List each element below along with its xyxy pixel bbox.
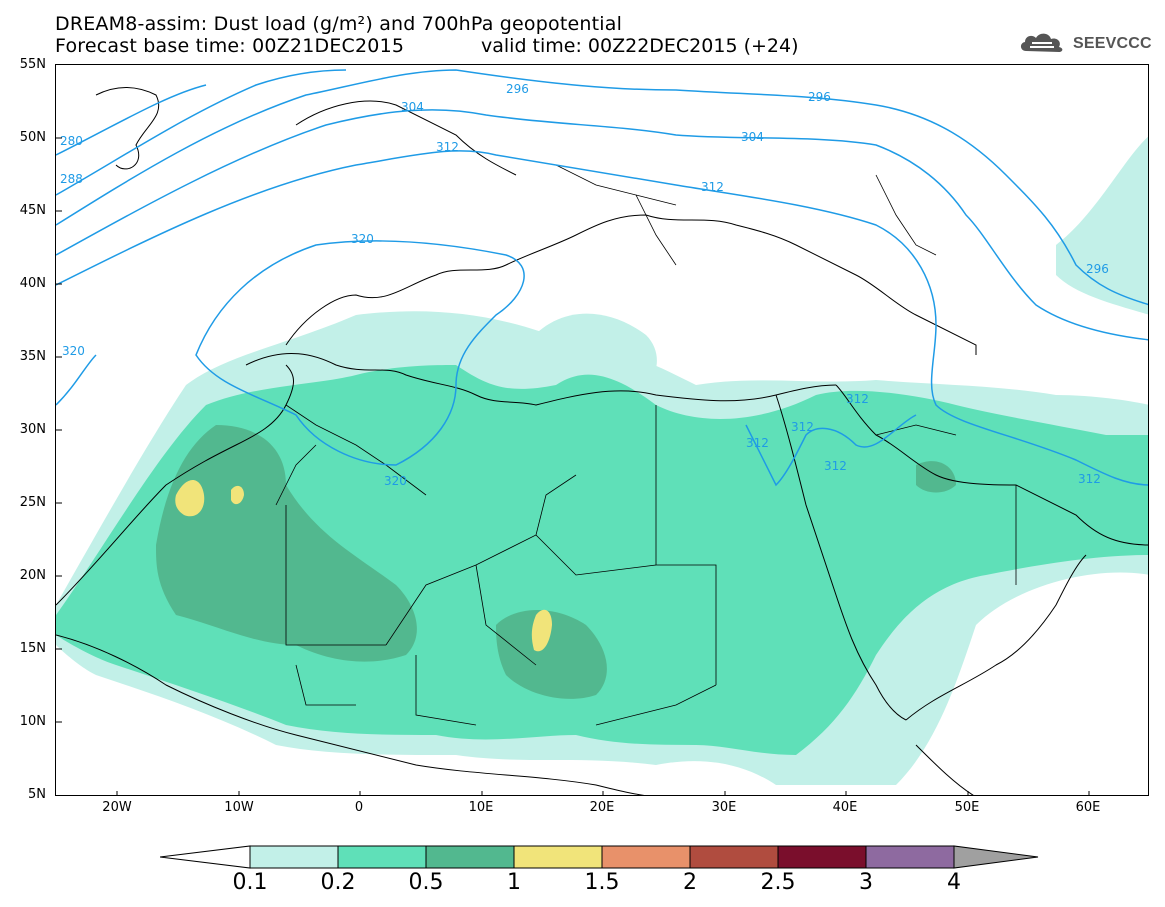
contour-label: 296 bbox=[1086, 262, 1109, 276]
colorbar bbox=[160, 845, 1039, 869]
lon-label: 20W bbox=[102, 800, 132, 815]
lat-label: 25N bbox=[19, 495, 46, 510]
colorbar-label: 4 bbox=[947, 870, 961, 895]
contour-label: 288 bbox=[60, 172, 83, 186]
colorbar-label: 2.5 bbox=[760, 870, 796, 895]
contour-label: 312 bbox=[846, 392, 869, 406]
lat-label: 35N bbox=[19, 349, 46, 364]
lon-label: 20E bbox=[589, 800, 615, 815]
map-canvas: 280 288 296 296 296 304 304 312 312 312 … bbox=[56, 69, 1148, 795]
map-title: DREAM8-assim: Dust load (g/m²) and 700hP… bbox=[55, 13, 623, 35]
dust-band-mid bbox=[56, 365, 1148, 755]
dust-band-light-north bbox=[526, 313, 657, 395]
colorbar-swatch-1.5-2 bbox=[601, 845, 691, 869]
lat-label: 55N bbox=[19, 57, 46, 72]
country-borders bbox=[275, 164, 1017, 726]
lon-label: 10W bbox=[224, 800, 254, 815]
dust-band-yellow-3 bbox=[531, 609, 552, 652]
dust-map[interactable]: 280 288 296 296 296 304 304 312 312 312 … bbox=[55, 64, 1149, 796]
lon-label: 60E bbox=[1075, 800, 1101, 815]
lon-label: 0 bbox=[354, 800, 364, 815]
contour-label: 280 bbox=[60, 134, 83, 148]
contour-label: 320 bbox=[384, 474, 407, 488]
colorbar-swatch-2.5-3 bbox=[777, 845, 867, 869]
colorbar-label: 1.5 bbox=[584, 870, 620, 895]
dust-band-light-caspian bbox=[1056, 136, 1148, 315]
contour-label: 296 bbox=[506, 82, 529, 96]
dust-band-yellow-2 bbox=[231, 485, 244, 505]
seevccc-logo: SEEVCCC bbox=[1018, 29, 1153, 59]
lat-label: 30N bbox=[19, 422, 46, 437]
valid-time: valid time: 00Z22DEC2015 (+24) bbox=[481, 35, 799, 57]
contour-label: 312 bbox=[791, 420, 814, 434]
lon-label: 30E bbox=[711, 800, 737, 815]
colorbar-label: 2 bbox=[683, 870, 697, 895]
contour-label: 320 bbox=[62, 344, 85, 358]
contour-label-group: 280 288 296 296 296 304 304 312 312 312 … bbox=[60, 82, 1109, 488]
lat-label: 5N bbox=[28, 787, 46, 802]
colorbar-swatch-3-4 bbox=[865, 845, 955, 869]
lon-label: 50E bbox=[954, 800, 980, 815]
colorbar-swatch-0.5-1 bbox=[425, 845, 515, 869]
colorbar-label: 0.1 bbox=[232, 870, 268, 895]
contour-label: 304 bbox=[401, 100, 424, 114]
contour-label: 312 bbox=[701, 180, 724, 194]
lat-label: 20N bbox=[19, 568, 46, 583]
dust-band-yellow bbox=[175, 480, 205, 517]
colorbar-label: 0.2 bbox=[320, 870, 356, 895]
colorbar-high-arrow bbox=[953, 845, 1039, 869]
contour-label: 312 bbox=[824, 459, 847, 473]
colorbar-label: 0.5 bbox=[408, 870, 444, 895]
contour-label: 320 bbox=[351, 232, 374, 246]
cloud-logo-icon bbox=[1018, 29, 1070, 60]
colorbar-swatch-0.1-0.2 bbox=[249, 845, 339, 869]
dust-band-dark bbox=[156, 425, 417, 662]
colorbar-low-arrow bbox=[160, 845, 251, 869]
contour-label: 312 bbox=[1078, 472, 1101, 486]
logo-text: SEEVCCC bbox=[1073, 35, 1152, 52]
geopotential-contours bbox=[56, 69, 1148, 487]
contour-label: 312 bbox=[746, 436, 769, 450]
lon-label: 10E bbox=[468, 800, 494, 815]
colorbar-swatch-0.2-0.5 bbox=[337, 845, 427, 869]
lat-label: 45N bbox=[19, 203, 46, 218]
lon-label: 40E bbox=[832, 800, 858, 815]
colorbar-label: 1 bbox=[507, 870, 521, 895]
lat-label: 50N bbox=[19, 130, 46, 145]
lat-label: 40N bbox=[19, 276, 46, 291]
colorbar-label: 3 bbox=[859, 870, 873, 895]
contour-label: 296 bbox=[808, 90, 831, 104]
forecast-base-time: Forecast base time: 00Z21DEC2015 bbox=[55, 35, 405, 57]
dust-band-dark-2 bbox=[496, 610, 607, 699]
lat-label: 15N bbox=[19, 641, 46, 656]
colorbar-swatch-1-1.5 bbox=[513, 845, 603, 869]
contour-label: 304 bbox=[741, 130, 764, 144]
map-ticks bbox=[56, 137, 1090, 795]
lat-label: 10N bbox=[19, 714, 46, 729]
colorbar-swatch-2-2.5 bbox=[689, 845, 779, 869]
contour-label: 312 bbox=[436, 140, 459, 154]
